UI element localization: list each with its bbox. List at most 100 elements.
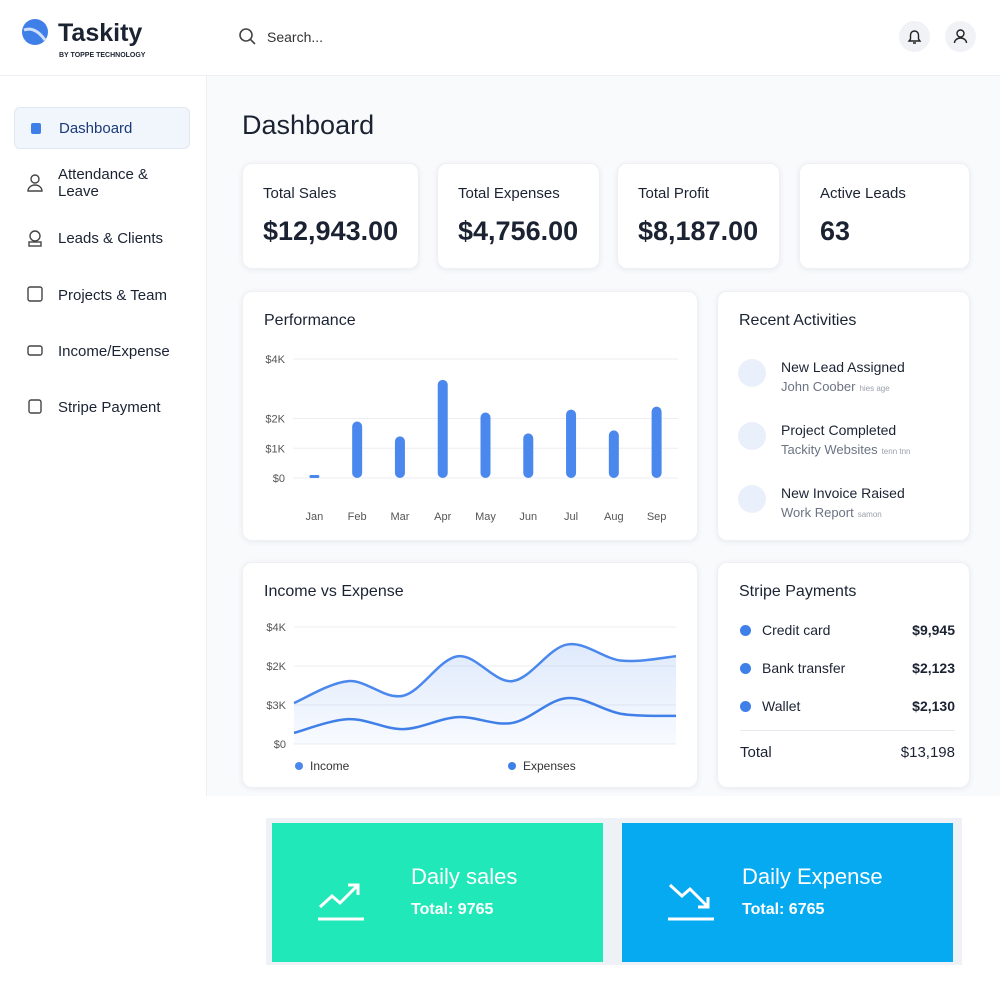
activity-subtitle: John Coober bbox=[781, 379, 856, 394]
search-icon bbox=[239, 28, 256, 45]
brand-tagline: BY TOPPE TECHNOLOGY bbox=[59, 52, 146, 59]
daily-title: Daily sales bbox=[411, 864, 518, 889]
bar bbox=[523, 433, 534, 478]
total-amount: $13,198 bbox=[900, 744, 955, 761]
x-tick-label: Jan bbox=[306, 511, 324, 523]
bar bbox=[394, 436, 405, 478]
activity-title: New Invoice Raised bbox=[781, 485, 905, 501]
nav-label: Attendance & Leave bbox=[58, 166, 149, 200]
stat-label: Total Expenses bbox=[458, 185, 560, 202]
stat-card: Total Expenses $4,756.00 bbox=[437, 163, 600, 269]
activity-subtitle: Work Report bbox=[781, 505, 854, 520]
x-tick-label: Apr bbox=[434, 511, 451, 523]
x-tick-label: Feb bbox=[348, 511, 367, 523]
y-tick-label: $4K bbox=[265, 354, 285, 366]
bar bbox=[309, 475, 320, 478]
payment-method: Bank transfer bbox=[762, 660, 846, 676]
activity-time: tenn tnn bbox=[881, 447, 911, 456]
sidebar bbox=[0, 76, 207, 796]
stat-value: $4,756.00 bbox=[458, 216, 579, 246]
nav-item[interactable]: Income/Expense bbox=[14, 330, 190, 372]
page-title: Dashboard bbox=[242, 110, 375, 140]
daily-total: Total: 9765 bbox=[411, 901, 494, 918]
x-tick-label: Mar bbox=[390, 511, 409, 523]
payment-amount: $9,945 bbox=[912, 622, 955, 638]
stat-label: Total Profit bbox=[638, 185, 709, 202]
profile-button[interactable] bbox=[945, 21, 976, 52]
daily-sales-box: Daily sales Total: 9765 bbox=[272, 823, 603, 962]
y-tick-label: $2K bbox=[265, 414, 285, 426]
nav-item[interactable]: Projects & Team bbox=[14, 274, 190, 316]
performance-chart: $0 $1K $2K $4K Jan Feb Mar Apr May Jun Jul Aug Sep bbox=[265, 354, 678, 523]
daily-title: Daily Expense bbox=[742, 864, 883, 889]
stat-value: $12,943.00 bbox=[263, 216, 399, 246]
income-expense-chart: $4K $2K $3K $0 Income Expenses bbox=[266, 622, 677, 773]
nav-item[interactable]: Leads & Clients bbox=[14, 217, 190, 259]
line-series bbox=[293, 696, 677, 735]
y-tick-label: $3K bbox=[266, 700, 286, 712]
stripe-card: Stripe Payments Credit card $9,945 Bank t… bbox=[717, 562, 970, 788]
x-tick-label: May bbox=[475, 511, 496, 523]
stat-value: 63 bbox=[820, 216, 851, 246]
performance-card: Performance $0 $1K $2K $4K Jan Feb Mar Apr May Ju… bbox=[242, 291, 698, 541]
card-title: Performance bbox=[264, 312, 356, 329]
nav-label: Stripe Payment bbox=[58, 398, 161, 416]
payment-amount: $2,123 bbox=[912, 660, 955, 676]
bar bbox=[480, 412, 491, 478]
y-tick-label: $4K bbox=[266, 622, 286, 634]
bar bbox=[437, 379, 448, 478]
x-tick-label: Jul bbox=[564, 511, 578, 523]
notifications-button[interactable] bbox=[899, 21, 930, 52]
payment-method: Wallet bbox=[762, 698, 801, 714]
logo-icon bbox=[22, 19, 48, 45]
line-series bbox=[293, 642, 677, 705]
legend-label: Expenses bbox=[523, 759, 576, 773]
x-tick-label: Jun bbox=[519, 511, 537, 523]
brand-name: Taskity bbox=[58, 19, 143, 47]
stat-label: Total Sales bbox=[263, 185, 337, 202]
area bbox=[294, 644, 676, 744]
bar bbox=[651, 406, 662, 478]
x-tick-label: Aug bbox=[604, 511, 624, 523]
stat-card: Total Sales $12,943.00 bbox=[242, 163, 419, 269]
y-tick-label: $1K bbox=[265, 443, 285, 455]
daily-total: Total: 6765 bbox=[742, 901, 825, 918]
card-title: Income vs Expense bbox=[264, 583, 404, 600]
bar bbox=[608, 430, 619, 478]
y-tick-label: $0 bbox=[274, 739, 286, 751]
nav-item[interactable]: Stripe Payment bbox=[14, 386, 190, 428]
legend-marker bbox=[508, 762, 516, 770]
bar bbox=[566, 409, 577, 478]
payment-method: Credit card bbox=[762, 622, 831, 638]
activity-time: samon bbox=[857, 510, 882, 519]
y-tick-label: $2K bbox=[266, 661, 286, 673]
nav-label: Dashboard bbox=[59, 119, 133, 137]
y-tick-label: $0 bbox=[273, 473, 285, 485]
legend-label: Income bbox=[310, 759, 350, 773]
activities-card: Recent Activities New Lead Assigned John … bbox=[717, 291, 970, 541]
nav-item[interactable]: Dashboard bbox=[14, 107, 190, 149]
activity-time: hies age bbox=[859, 384, 890, 393]
nav-label: Income/Expense bbox=[58, 342, 170, 360]
activity-title: Project Completed bbox=[781, 422, 897, 438]
x-tick-label: Sep bbox=[647, 511, 667, 523]
card-title: Recent Activities bbox=[739, 312, 857, 329]
stat-label: Active Leads bbox=[820, 185, 906, 202]
activity-title: New Lead Assigned bbox=[781, 359, 905, 375]
search-input[interactable]: Search... bbox=[267, 29, 324, 45]
stat-value: $8,187.00 bbox=[638, 216, 759, 246]
bar bbox=[352, 421, 363, 478]
activity-subtitle: Tackity Websites bbox=[781, 442, 878, 457]
legend-marker bbox=[295, 762, 303, 770]
nav-label: Leads & Clients bbox=[58, 229, 164, 247]
nav-item[interactable]: Attendance & Leave bbox=[14, 162, 190, 204]
nav-label: Projects & Team bbox=[58, 286, 167, 304]
divider bbox=[740, 730, 955, 731]
income-expense-card: Income vs Expense $4K $2K $3K $0 Income Expen… bbox=[242, 562, 698, 788]
stat-card: Active Leads 63 bbox=[799, 163, 970, 269]
daily-expense-box: Daily Expense Total: 6765 bbox=[622, 823, 953, 962]
total-label: Total bbox=[740, 744, 772, 761]
card-title: Stripe Payments bbox=[739, 583, 857, 600]
header: Taskity BY TOPPE TECHNOLOGY Search... bbox=[0, 0, 1000, 76]
